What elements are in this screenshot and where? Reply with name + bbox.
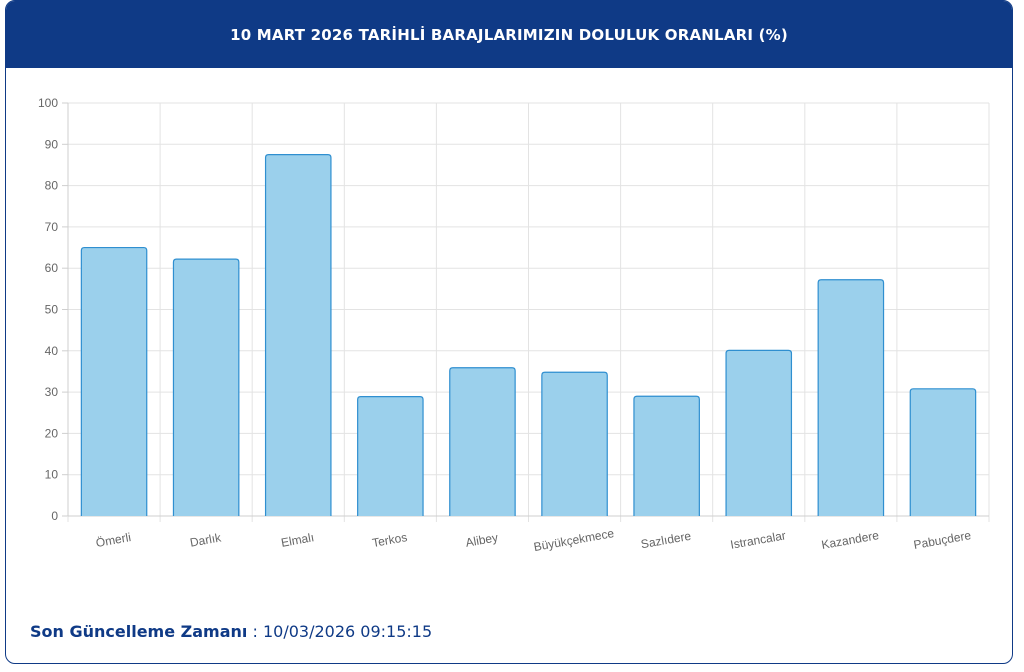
x-tick-label: Istrancalar [729,528,787,552]
y-tick-label: 100 [38,96,58,110]
x-tick-label: Pabuçdere [912,528,972,552]
chart-card: 10 MART 2026 TARİHLİ BARAJLARIMIZIN DOLU… [5,0,1013,664]
x-tick-label: Darlık [189,530,223,549]
x-tick-label: Kazandere [820,528,880,552]
y-tick-label: 70 [45,220,59,234]
x-tick-label: Ömerli [95,530,132,550]
bar [81,247,147,517]
y-tick-label: 20 [45,426,59,440]
x-tick-label: Terkos [371,530,408,550]
bar-outline [357,396,424,516]
y-tick-label: 40 [45,344,59,358]
bar-outline [725,349,793,516]
x-tick-label: Elmalı [280,530,315,550]
bar-outline [633,395,700,516]
last-update-label: Son Güncelleme Zamanı [30,622,248,641]
bar-outline [817,279,885,516]
bar [726,350,792,516]
y-tick-label: 90 [45,137,59,151]
bar-outline [172,258,240,516]
y-tick-label: 10 [45,468,59,482]
bar [541,372,608,516]
bar [357,396,424,516]
x-tick-label: Alibey [464,530,499,549]
bar [910,388,976,516]
last-update-separator: : [247,622,263,641]
chart-header: 10 MART 2026 TARİHLİ BARAJLARIMIZIN DOLU… [6,1,1012,68]
y-tick-label: 80 [45,179,59,193]
bar-outline [264,154,332,516]
y-tick-label: 30 [45,385,59,399]
last-update: Son Güncelleme Zamanı : 10/03/2026 09:15… [30,622,432,641]
y-tick-label: 0 [51,509,58,523]
last-update-value: 10/03/2026 09:15:15 [262,622,433,641]
y-tick-label: 50 [45,303,59,317]
bar-outline [449,367,516,516]
bar [818,279,884,516]
bar [633,396,700,516]
bar-outline [909,388,977,516]
y-tick-label: 60 [45,261,59,275]
bar-outline [80,246,148,516]
bar-chart: 0 10 20 30 40 50 60 70 80 90 100 Ömerli Darlık Elmalı… [38,96,990,554]
x-tick-label: Büyükçekmece [533,526,616,554]
bar-outline [541,371,608,516]
bar [265,154,331,516]
bar [449,367,516,516]
chart-title: 10 MART 2026 TARİHLİ BARAJLARIMIZIN DOLU… [230,25,788,44]
bar [173,259,239,516]
x-tick-label: Sazlıdere [640,529,693,552]
